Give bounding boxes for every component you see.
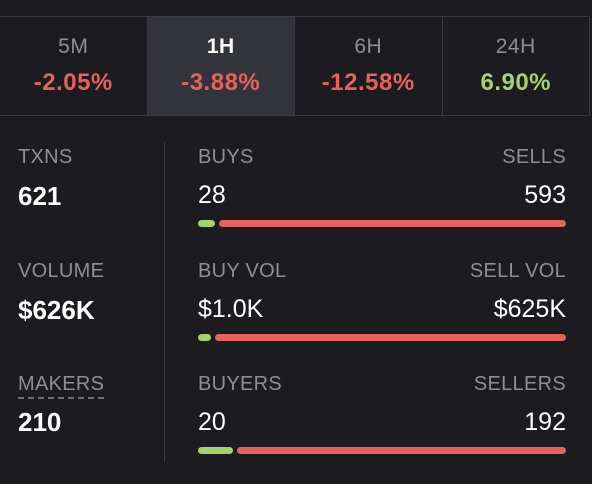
tab-change-value: -3.88% [181,69,261,96]
buyers-label: BUYERS [198,373,283,395]
buy-vol-label: BUY VOL [198,260,287,282]
volume-stat: VOLUME $626K [18,260,104,326]
sell-bar-segment [219,220,566,227]
tab-1h[interactable]: 1H -3.88% [147,17,295,115]
makers-ratio-bar [198,447,566,454]
tab-5m[interactable]: 5M -2.05% [0,17,148,115]
txns-split-row: BUYS SELLS 28 593 [198,146,566,227]
volume-value: $626K [18,295,95,325]
txns-ratio-bar [198,220,566,227]
tab-label: 24H [495,35,536,58]
sell-bar-segment [215,334,566,341]
buy-bar-segment [198,447,233,454]
txns-value: 621 [18,181,62,211]
sells-value: 593 [524,181,566,209]
tab-label: 6H [354,35,383,58]
column-divider [164,142,165,462]
tab-label: 1H [206,35,235,58]
buy-bar-segment [198,220,215,227]
makers-label[interactable]: MAKERS [18,373,105,399]
volume-label: VOLUME [18,260,105,282]
buys-label: BUYS [198,146,254,168]
volume-split-row: BUY VOL SELL VOL $1.0K $625K [198,260,566,341]
sell-vol-label: SELL VOL [469,260,566,282]
buy-vol-value: $1.0K [198,295,264,323]
sellers-value: 192 [524,408,566,436]
buyers-value: 20 [198,408,226,436]
sellers-label: SELLERS [473,373,566,395]
sell-vol-value: $625K [493,295,566,323]
timeframe-tabs: 5M -2.05% 1H -3.88% 6H -12.58% 24H 6.90% [0,16,590,116]
makers-stat: MAKERS 210 [18,373,105,438]
buys-value: 28 [198,181,226,209]
tab-label: 5M [58,35,89,58]
tab-6h[interactable]: 6H -12.58% [295,17,443,115]
tab-change-value: -12.58% [321,69,415,96]
makers-split-row: BUYERS SELLERS 20 192 [198,373,566,454]
tab-24h[interactable]: 24H 6.90% [443,17,590,115]
volume-ratio-bar [198,334,566,341]
sells-label: SELLS [502,146,566,168]
sell-bar-segment [237,447,566,454]
txns-label: TXNS [18,146,73,168]
tab-change-value: 6.90% [480,69,552,96]
txns-stat: TXNS 621 [18,146,73,212]
tab-change-value: -2.05% [33,69,113,96]
buy-bar-segment [198,334,211,341]
makers-value: 210 [18,407,62,437]
